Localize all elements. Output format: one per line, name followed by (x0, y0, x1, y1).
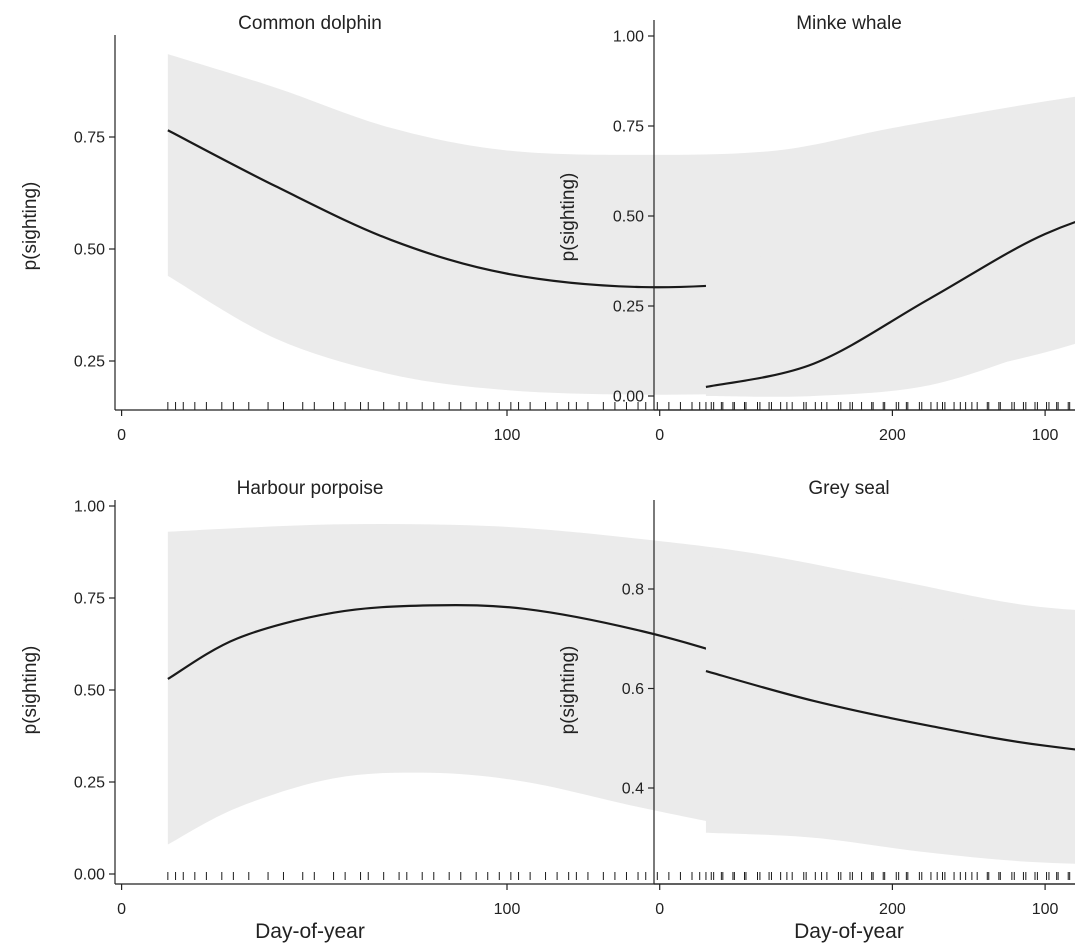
x-tick-label: 0 (655, 427, 664, 444)
x-tick-label: 0 (655, 901, 664, 918)
y-tick-label: 0.75 (74, 591, 105, 608)
panel-title: Harbour porpoise (237, 478, 384, 499)
x-tick-label: 0 (117, 901, 126, 918)
chart-panel-4: 0.40.60.80100200300Grey sealp(sighting)D… (558, 478, 1075, 943)
x-tick-label: 100 (494, 427, 521, 444)
y-axis-label: p(sighting) (20, 646, 41, 735)
y-tick-label: 0.00 (74, 867, 105, 884)
x-tick-label: 100 (1032, 901, 1059, 918)
x-tick-label: 100 (494, 901, 521, 918)
confidence-band (705, 554, 1075, 864)
panel-title: Grey seal (808, 478, 889, 499)
x-axis-label: Day-of-year (255, 920, 365, 943)
y-axis-label: p(sighting) (558, 646, 579, 735)
y-tick-label: 0.00 (613, 389, 644, 406)
y-tick-label: 0.25 (74, 775, 105, 792)
y-tick-label: 0.50 (74, 683, 105, 700)
y-tick-label: 0.4 (622, 781, 644, 798)
rug-marks (705, 872, 1069, 880)
x-tick-label: 100 (1032, 427, 1059, 444)
y-tick-label: 0.50 (74, 242, 105, 259)
y-tick-label: 0.8 (622, 582, 644, 599)
rug-marks (705, 402, 1069, 410)
x-tick-label: 0 (117, 427, 126, 444)
y-tick-label: 1.00 (613, 29, 644, 46)
x-tick-label: 200 (879, 901, 906, 918)
y-tick-label: 0.75 (613, 119, 644, 136)
rug-marks (167, 402, 1071, 410)
y-axis-label: p(sighting) (558, 173, 579, 262)
x-axis-label: Day-of-year (794, 920, 904, 943)
panel-title: Minke whale (796, 13, 902, 34)
y-tick-label: 1.00 (74, 499, 105, 516)
x-tick-label: 200 (879, 427, 906, 444)
y-axis-label: p(sighting) (20, 182, 41, 271)
rug-marks (167, 872, 1071, 880)
y-tick-label: 0.6 (622, 681, 644, 698)
y-tick-label: 0.75 (74, 130, 105, 147)
panel-title: Common dolphin (238, 13, 382, 34)
y-tick-label: 0.25 (74, 354, 105, 371)
y-tick-label: 0.25 (613, 299, 644, 316)
chart-panel-2: 0.000.250.500.751.000100200300Minke whal… (558, 13, 1075, 444)
confidence-band (705, 118, 1075, 397)
fitted-line (705, 670, 1075, 751)
fitted-line (705, 220, 1075, 389)
y-tick-label: 0.50 (613, 209, 644, 226)
